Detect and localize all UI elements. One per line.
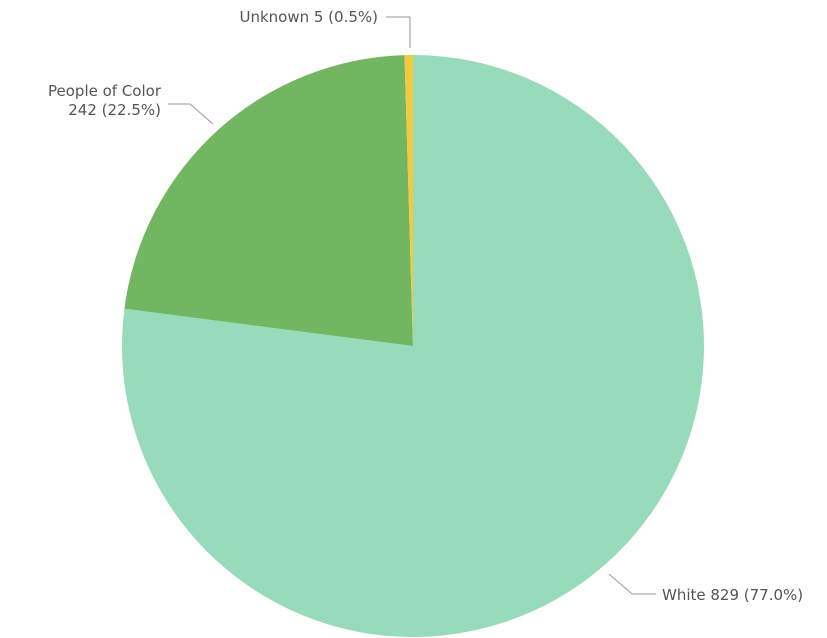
leader-line-white [608,573,656,595]
leader-line-unknown [386,16,411,48]
leader-lines-layer [168,16,656,595]
slices-layer [122,54,705,637]
leader-line-people-of-color [168,103,214,125]
data-label-people-of-color-line-2: 242 (22.5%) [68,101,161,119]
pie-slice-unknown [404,54,413,346]
data-label-people-of-color-line-1: People of Color [48,82,162,100]
data-label-white: White 829 (77.0%) [662,586,803,604]
pie-slice-people-of-color [124,55,414,347]
pie-slice-white [122,55,705,637]
data-label-unknown: Unknown 5 (0.5%) [239,8,378,26]
